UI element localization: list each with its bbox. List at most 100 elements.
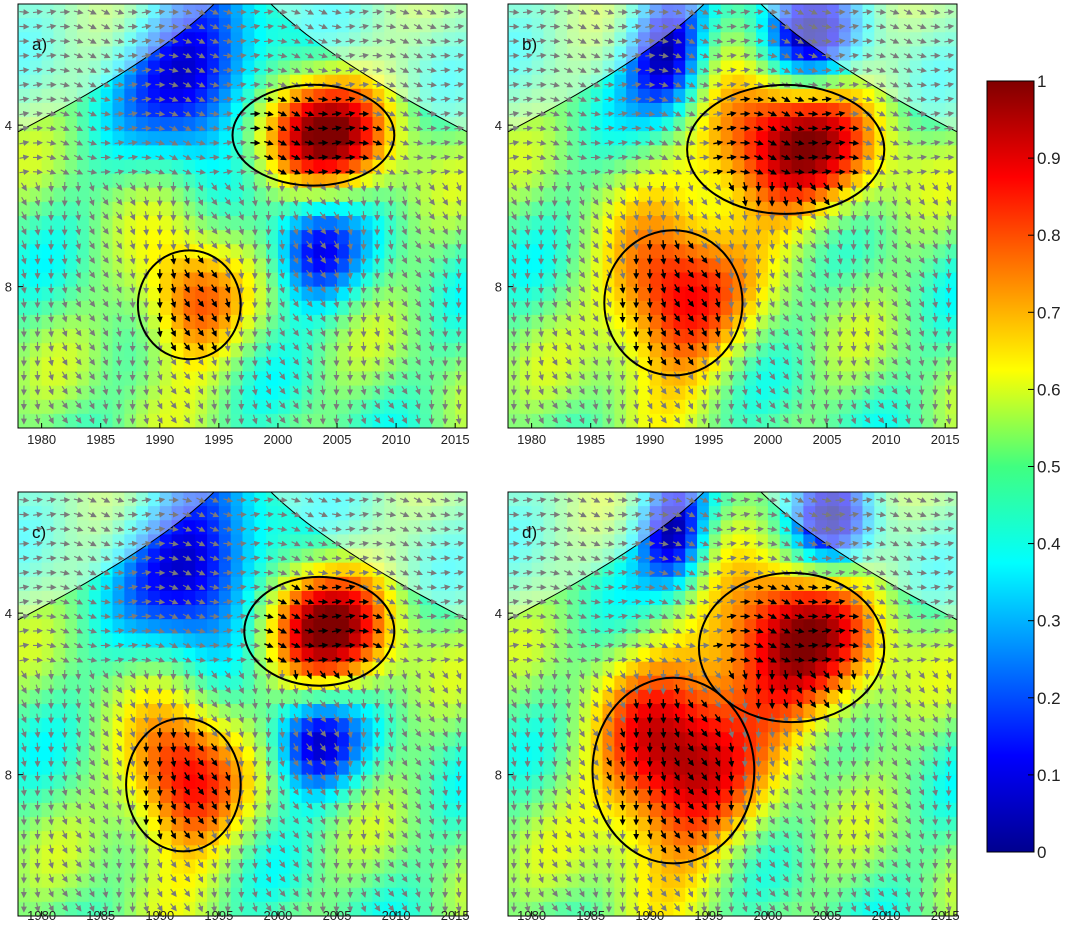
heatmap-cell	[88, 187, 102, 203]
x-tick-label: 2005	[323, 432, 352, 447]
phase-arrow	[360, 341, 367, 352]
heatmap-cell	[242, 887, 255, 903]
heatmap-cell	[767, 216, 781, 231]
heatmap-cell	[242, 131, 255, 146]
heatmap-cell	[159, 230, 173, 245]
heatmap-cell	[732, 46, 745, 62]
heatmap-cell	[862, 272, 875, 288]
phase-arrow	[713, 96, 724, 103]
heatmap-cell	[697, 286, 710, 302]
phase-arrow	[945, 269, 952, 280]
heatmap-cell	[791, 187, 804, 203]
heatmap-cell	[289, 371, 303, 387]
heatmap-cell	[567, 413, 580, 428]
heatmap-cell	[254, 329, 267, 344]
phase-arrow	[156, 312, 163, 323]
heatmap-cell	[242, 385, 255, 401]
heatmap-cell	[767, 329, 781, 344]
heatmap-cell	[124, 576, 137, 592]
heatmap-cell	[159, 605, 173, 620]
phase-arrow	[374, 269, 381, 280]
heatmap-cell	[195, 371, 208, 387]
heatmap-cell	[862, 88, 875, 104]
heatmap-cell	[431, 187, 444, 203]
heatmap-cell	[147, 187, 161, 203]
heatmap-cell	[124, 590, 137, 606]
heatmap-cell	[519, 230, 533, 245]
heatmap-cell	[590, 314, 604, 330]
heatmap-cell	[531, 173, 545, 189]
phase-arrow	[455, 385, 462, 396]
heatmap-cell	[100, 590, 114, 606]
heatmap-cell	[112, 732, 125, 747]
heatmap-cell	[921, 272, 934, 288]
heatmap-cell	[100, 802, 114, 818]
heatmap-cell	[230, 506, 244, 521]
heatmap-cell	[18, 216, 31, 231]
heatmap-cell	[29, 413, 43, 428]
heatmap-cell	[65, 647, 78, 663]
phase-arrow	[251, 225, 258, 236]
heatmap-cell	[159, 314, 173, 330]
heatmap-cell	[921, 413, 934, 428]
heatmap-cell	[254, 873, 267, 889]
heatmap-cell	[218, 802, 232, 818]
heatmap-cell	[277, 760, 291, 776]
heatmap-cell	[455, 286, 467, 302]
heatmap-cell	[207, 88, 220, 104]
phase-arrow	[345, 154, 356, 161]
heatmap-cell	[289, 399, 303, 415]
heatmap-cell	[147, 74, 161, 90]
heatmap-cell	[41, 732, 55, 747]
heatmap-cell	[136, 88, 149, 104]
heatmap-cell	[124, 887, 137, 903]
heatmap-cell	[242, 46, 255, 62]
heatmap-cell	[29, 619, 43, 634]
heatmap-cell	[360, 117, 374, 132]
heatmap-cell	[88, 173, 102, 189]
heatmap-cell	[407, 117, 421, 132]
heatmap-cell	[171, 173, 185, 189]
heatmap-cell	[555, 230, 568, 245]
phase-arrow	[48, 312, 55, 323]
heatmap-cell	[838, 286, 852, 302]
phase-arrow	[60, 38, 71, 45]
heatmap-cell	[567, 357, 580, 373]
heatmap-cell	[242, 399, 255, 415]
heatmap-cell	[862, 187, 875, 203]
heatmap-cell	[77, 802, 90, 818]
heatmap-cell	[614, 413, 627, 428]
heatmap-cell	[277, 817, 291, 832]
heatmap-cell	[266, 32, 279, 47]
heatmap-cell	[921, 117, 934, 132]
heatmap-cell	[803, 102, 816, 118]
heatmap-cell	[360, 314, 374, 330]
heatmap-cell	[407, 244, 421, 259]
heatmap-cell	[242, 590, 255, 606]
heatmap-cell	[171, 576, 185, 592]
heatmap-cell	[242, 732, 255, 747]
heatmap-cell	[921, 385, 934, 401]
heatmap-cell	[254, 506, 267, 521]
heatmap-cell	[827, 230, 840, 245]
heatmap-cell	[147, 774, 161, 790]
heatmap-cell	[100, 329, 114, 344]
phase-arrow	[265, 283, 272, 294]
heatmap-cell	[555, 145, 568, 161]
heatmap-cell	[614, 173, 627, 189]
heatmap-cell	[732, 385, 745, 401]
heatmap-cell	[325, 329, 338, 344]
heatmap-cell	[661, 131, 675, 146]
heatmap-cell	[124, 286, 137, 302]
heatmap-cell	[100, 300, 114, 316]
heatmap-cell	[53, 145, 66, 161]
heatmap-cell	[195, 173, 208, 189]
heatmap-cell	[112, 590, 125, 606]
x-tick-label: 2000	[753, 432, 782, 447]
heatmap-cell	[744, 329, 757, 344]
heatmap-cell	[555, 216, 568, 231]
heatmap-cell	[649, 244, 663, 259]
heatmap-cell	[218, 117, 232, 132]
heatmap-cell	[897, 385, 911, 401]
